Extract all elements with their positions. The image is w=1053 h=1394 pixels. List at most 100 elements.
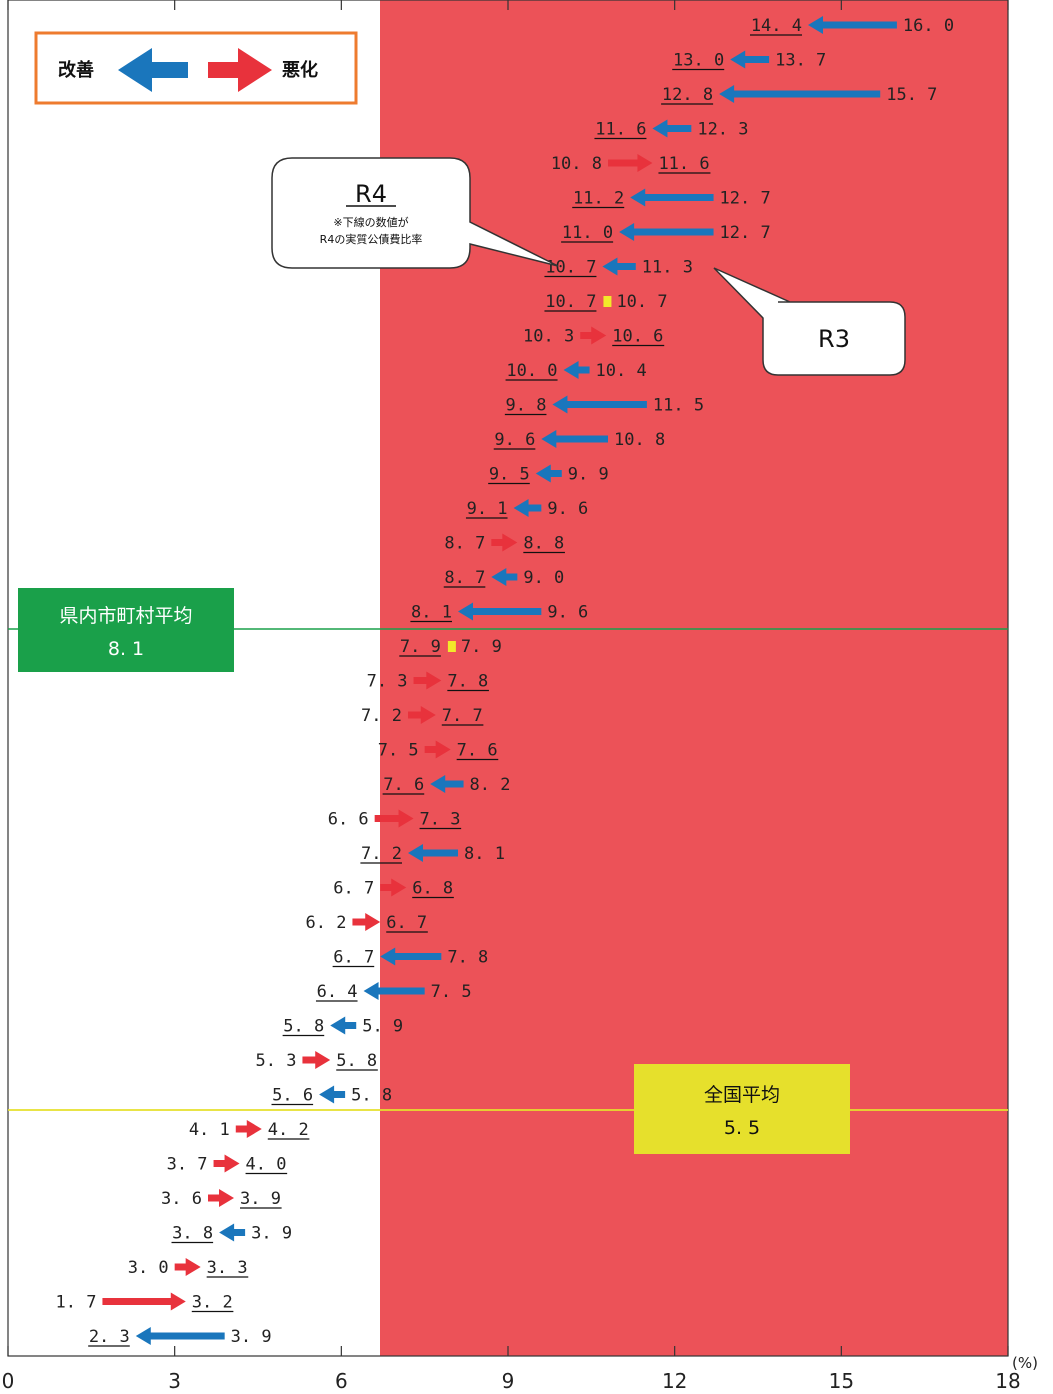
data-row: 5. 8 5. 9 (282, 1016, 403, 1037)
data-row: 3. 7 4. 0 (167, 1154, 288, 1175)
r4-value-label: 4. 2 (268, 1120, 309, 1140)
prefecture-average-value: 8. 1 (108, 638, 144, 660)
x-tick-label: 9 (502, 1369, 515, 1393)
data-row: 10. 8 11. 6 (551, 154, 711, 174)
data-row: 9. 6 10. 8 (493, 430, 665, 450)
national-average-frame (634, 1064, 850, 1154)
x-tick-label: 18 (995, 1369, 1020, 1393)
x-tick-label: 12 (662, 1369, 687, 1393)
improve-arrow (535, 464, 562, 483)
r4-value-label: 7. 6 (383, 775, 424, 795)
improve-arrow (380, 947, 442, 966)
r4-value-label: 3. 2 (192, 1293, 233, 1313)
r3-value-label: 6. 2 (305, 913, 346, 933)
data-row: 8. 7 8. 8 (444, 533, 565, 554)
data-row: 8. 7 9. 0 (443, 568, 564, 588)
r3-value-label: 8. 7 (444, 534, 485, 554)
worsen-arrow (102, 1292, 186, 1311)
r4-callout-note1: ※下線の数値が (333, 215, 408, 229)
improve-arrow (408, 844, 458, 862)
r4-value-label: 4. 0 (246, 1155, 287, 1175)
worsen-arrow (413, 671, 442, 690)
r3-value-label: 6. 6 (328, 810, 369, 830)
r3-value-label: 10. 8 (551, 154, 602, 174)
r3-value-label: 9. 6 (547, 603, 588, 623)
worsen-arrow (580, 326, 607, 345)
r4-value-label: 11. 0 (562, 223, 613, 243)
r3-value-label: 15. 7 (886, 85, 937, 105)
data-row: 4. 1 4. 2 (189, 1120, 310, 1140)
x-tick-label: 0 (2, 1369, 15, 1393)
worsen-arrow (424, 740, 451, 759)
national-average-value: 5. 5 (724, 1117, 760, 1139)
r4-value-label: 9. 8 (505, 396, 546, 416)
data-row: 12. 8 15. 7 (661, 85, 937, 105)
r4-value-label: 5. 8 (336, 1051, 377, 1071)
data-row: 7. 5 7. 6 (378, 740, 499, 761)
improve-arrow (602, 257, 636, 276)
data-row: 7. 2 7. 7 (361, 706, 484, 726)
data-row: 7. 6 8. 2 (382, 775, 511, 795)
r4-value-label: 9. 6 (494, 430, 535, 450)
worsen-arrow (380, 878, 407, 897)
data-row: 11. 6 12. 3 (594, 119, 749, 140)
legend-worsen-label: 悪化 (282, 59, 318, 81)
r4-value-label: 11. 6 (658, 154, 709, 174)
worsen-arrow (408, 706, 436, 724)
x-tick-label: 3 (168, 1369, 181, 1393)
data-row: 7. 2 8. 1 (360, 844, 505, 864)
improve-arrow (513, 499, 542, 517)
r3-value-label: 4. 1 (189, 1120, 230, 1140)
r3-value-label: 7. 5 (431, 982, 472, 1002)
no-change-marker (603, 296, 612, 307)
r4-value-label: 6. 8 (412, 879, 453, 899)
r4-value-label: 10. 7 (545, 292, 596, 312)
data-row: 10. 7 11. 3 (544, 257, 693, 278)
improve-arrow (135, 1327, 225, 1345)
improve-arrow (491, 568, 518, 586)
r3-value-label: 13. 7 (775, 51, 826, 71)
data-row: 10. 0 10. 4 (505, 361, 647, 381)
data-row: 11. 2 12. 7 (572, 188, 771, 209)
data-row: 7. 3 7. 8 (367, 671, 489, 692)
r3-value-label: 7. 3 (367, 672, 408, 692)
improve-arrow (430, 775, 464, 793)
data-row: 6. 4 7. 5 (315, 982, 472, 1002)
r3-value-label: 3. 9 (231, 1327, 272, 1347)
improve-arrow (719, 85, 881, 103)
r3-value-label: 11. 5 (653, 396, 704, 416)
r3-value-label: 8. 1 (464, 844, 505, 864)
data-row: 6. 7 7. 8 (332, 947, 488, 968)
r4-value-label: 10. 0 (506, 361, 557, 381)
r4-value-label: 7. 7 (442, 706, 483, 726)
prefecture-average-frame (18, 588, 234, 672)
r3-value-label: 9. 6 (547, 499, 588, 519)
data-row: 2. 3 3. 9 (88, 1327, 272, 1347)
data-row: 6. 2 6. 7 (305, 913, 428, 933)
data-row: 9. 8 11. 5 (504, 395, 704, 416)
data-row: 11. 0 12. 7 (561, 223, 771, 243)
data-row: 5. 3 5. 8 (255, 1051, 378, 1071)
worsen-arrow (491, 533, 518, 552)
x-tick-label: 15 (829, 1369, 854, 1393)
r3-callout: R3 (713, 267, 906, 376)
no-change-marker (447, 641, 456, 652)
worsen-arrow (208, 1189, 234, 1207)
worsen-arrow (352, 913, 381, 931)
r4-value-label: 7. 9 (400, 637, 441, 657)
worsen-arrow (174, 1258, 201, 1276)
worsen-arrow (374, 809, 414, 828)
data-row: 13. 0 13. 7 (672, 50, 826, 71)
legend: 改善 悪化 (34, 31, 358, 105)
r3-value-label: 5. 3 (255, 1051, 296, 1071)
prefecture-average-box: 県内市町村平均 8. 1 (18, 588, 234, 672)
r3-value-label: 10. 8 (614, 430, 665, 450)
r3-value-label: 12. 7 (720, 223, 771, 243)
data-row: 9. 5 9. 9 (488, 464, 609, 485)
legend-frame (34, 31, 358, 105)
r4-value-label: 7. 3 (420, 810, 461, 830)
r3-value-label: 10. 3 (523, 327, 574, 347)
legend-worsen-arrow (208, 48, 272, 92)
improve-arrow (219, 1223, 246, 1242)
